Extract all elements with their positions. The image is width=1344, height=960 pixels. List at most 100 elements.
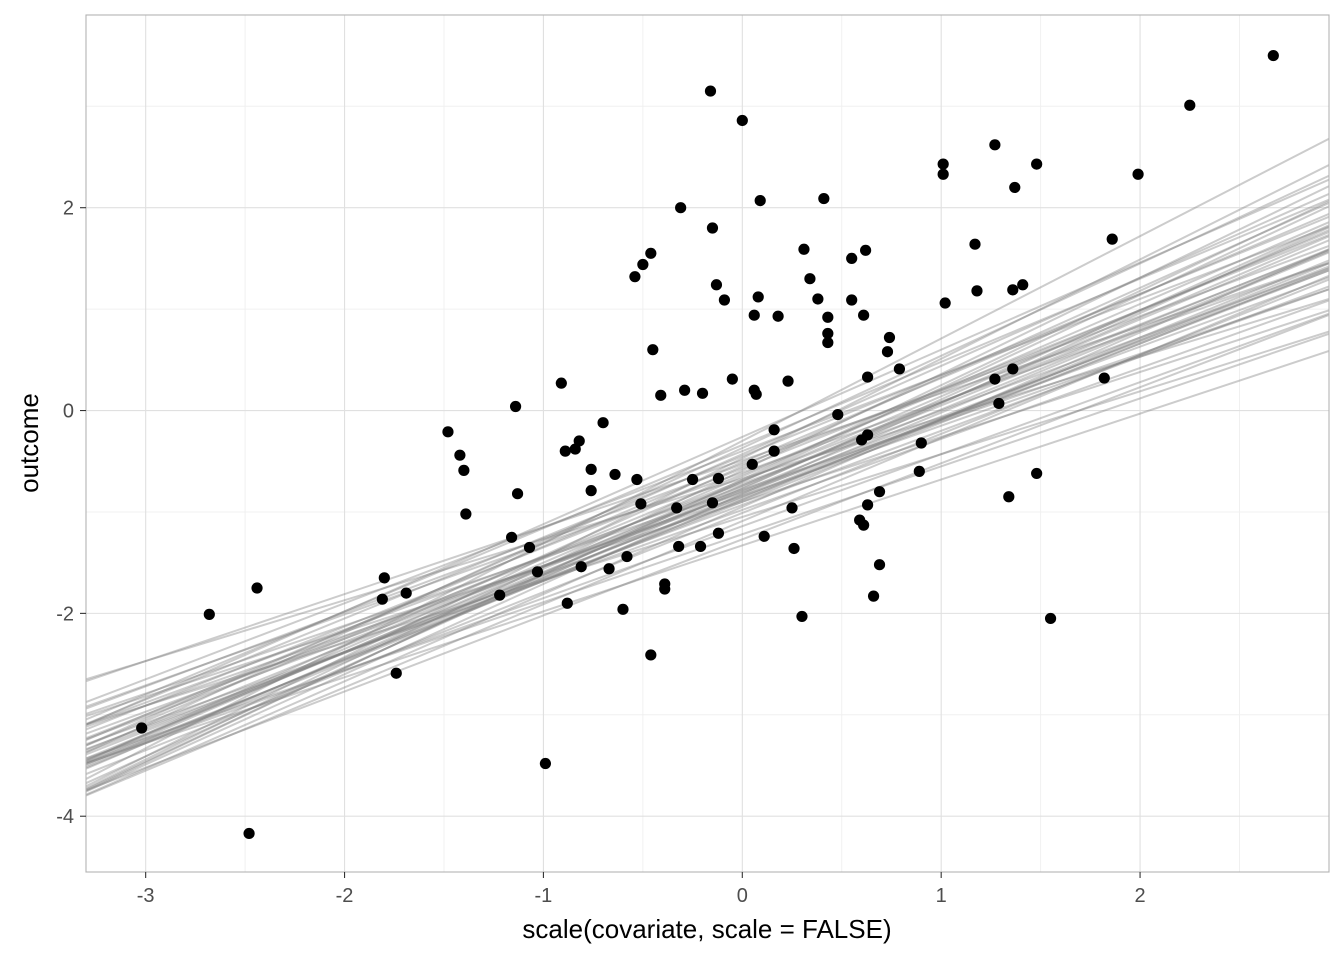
data-point xyxy=(798,243,810,255)
data-point xyxy=(881,346,894,358)
regression-line xyxy=(86,267,1329,726)
regression-line xyxy=(86,276,1329,735)
data-point xyxy=(915,437,927,449)
data-point xyxy=(573,435,585,447)
data-point xyxy=(939,297,951,309)
data-point xyxy=(203,608,215,620)
data-point xyxy=(712,527,725,539)
data-point xyxy=(390,667,402,679)
regression-line xyxy=(86,192,1329,747)
x-tick-label: 0 xyxy=(737,885,748,907)
regression-line xyxy=(86,278,1329,775)
data-point xyxy=(460,508,472,520)
regression-line xyxy=(86,314,1329,792)
y-axis-ticks: -4 -2 0 2 xyxy=(56,198,86,828)
data-point xyxy=(675,202,687,214)
data-point xyxy=(659,583,671,595)
data-points xyxy=(136,49,1279,840)
data-point xyxy=(631,473,643,486)
data-point xyxy=(752,291,764,303)
data-point xyxy=(523,541,536,554)
regression-line xyxy=(86,269,1329,754)
x-axis-title: scale(covariate, scale = FALSE) xyxy=(522,914,891,944)
y-tick-label: -2 xyxy=(56,603,74,625)
posterior-regression-lines xyxy=(86,137,1329,797)
regression-line xyxy=(86,288,1329,728)
regression-line xyxy=(86,251,1329,767)
regression-line xyxy=(86,262,1329,708)
regression-line xyxy=(86,185,1329,790)
data-point xyxy=(376,593,388,605)
regression-line xyxy=(86,299,1329,746)
regression-line xyxy=(86,234,1329,731)
regression-line xyxy=(86,202,1329,762)
data-point xyxy=(243,827,255,840)
data-point xyxy=(937,168,949,180)
regression-line xyxy=(86,265,1329,756)
data-point xyxy=(746,458,758,470)
regression-line xyxy=(86,225,1329,704)
regression-line xyxy=(86,248,1329,796)
data-point xyxy=(509,400,522,413)
data-point xyxy=(704,85,717,97)
data-point xyxy=(861,429,874,441)
regression-line xyxy=(86,215,1329,725)
data-point xyxy=(989,373,1001,385)
data-point xyxy=(861,499,874,511)
data-point xyxy=(696,387,709,399)
data-point xyxy=(832,408,844,421)
data-point xyxy=(585,485,597,497)
data-point xyxy=(860,244,872,256)
data-point xyxy=(609,468,621,481)
data-point xyxy=(585,463,597,475)
x-tick-label: 2 xyxy=(1135,885,1146,907)
data-point xyxy=(1267,49,1279,62)
data-point xyxy=(768,424,780,436)
data-point xyxy=(867,590,880,602)
data-point xyxy=(454,449,466,461)
data-point xyxy=(635,498,647,510)
data-point xyxy=(647,344,659,356)
data-point xyxy=(506,531,518,543)
data-point xyxy=(971,285,983,297)
regression-line xyxy=(86,309,1329,717)
data-point xyxy=(645,247,657,259)
data-point xyxy=(969,238,981,250)
data-point xyxy=(1009,181,1021,194)
regression-line xyxy=(86,298,1329,681)
data-point xyxy=(555,377,567,389)
data-point xyxy=(754,194,766,207)
data-point xyxy=(1031,158,1043,170)
data-point xyxy=(1007,284,1019,296)
data-point xyxy=(873,559,886,571)
data-point xyxy=(1132,168,1144,180)
data-point xyxy=(1031,467,1043,480)
data-point xyxy=(617,603,629,615)
x-tick-label: -3 xyxy=(137,885,155,907)
regression-line xyxy=(86,226,1329,793)
data-point xyxy=(1184,99,1196,111)
regression-line xyxy=(86,267,1329,764)
data-point xyxy=(511,488,524,500)
regression-line xyxy=(86,248,1329,751)
y-axis-title: outcome xyxy=(14,393,44,493)
data-point xyxy=(575,561,587,573)
data-point xyxy=(1098,372,1110,384)
data-point xyxy=(531,566,544,578)
data-point xyxy=(726,373,738,385)
data-point xyxy=(686,473,699,486)
data-point xyxy=(1044,612,1057,625)
data-point xyxy=(645,649,657,661)
x-tick-label: -1 xyxy=(535,885,553,907)
data-point xyxy=(748,309,760,321)
data-point xyxy=(736,114,748,127)
data-point xyxy=(671,502,683,514)
data-point xyxy=(655,389,667,401)
data-point xyxy=(858,309,870,321)
data-point xyxy=(873,486,886,498)
regression-line xyxy=(86,312,1329,765)
data-point xyxy=(718,294,731,306)
data-point xyxy=(251,582,263,594)
